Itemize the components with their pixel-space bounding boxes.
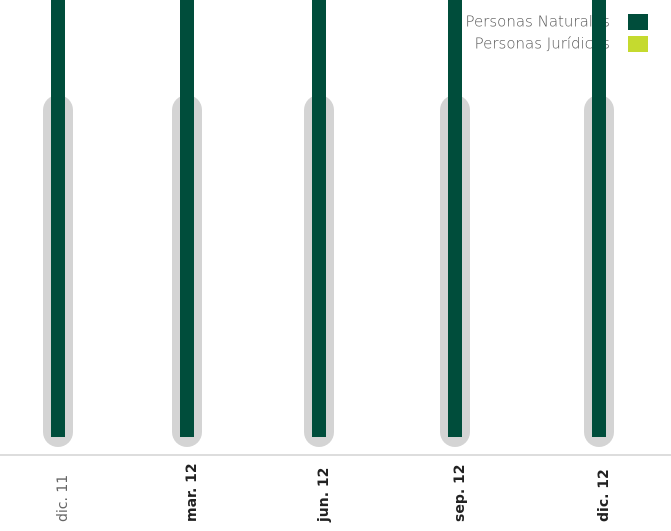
- x-tick-label: dic. 11: [55, 475, 71, 522]
- legend-label: Personas Naturales: [465, 13, 610, 31]
- bar-segment: [312, 0, 326, 437]
- bar-segment: [51, 0, 65, 437]
- x-tick-label: dic. 12: [596, 469, 612, 522]
- legend-swatch: [628, 14, 648, 30]
- x-tick-label: jun. 12: [316, 468, 332, 523]
- bar-segment: [448, 0, 462, 437]
- x-tick-label: mar. 12: [184, 463, 200, 522]
- bar-segment: [180, 0, 194, 438]
- bar-segment: [592, 0, 606, 437]
- x-tick-label: sep. 12: [452, 464, 468, 522]
- legend-swatch: [628, 36, 648, 52]
- legend-label: Personas Jurídicas: [475, 35, 610, 53]
